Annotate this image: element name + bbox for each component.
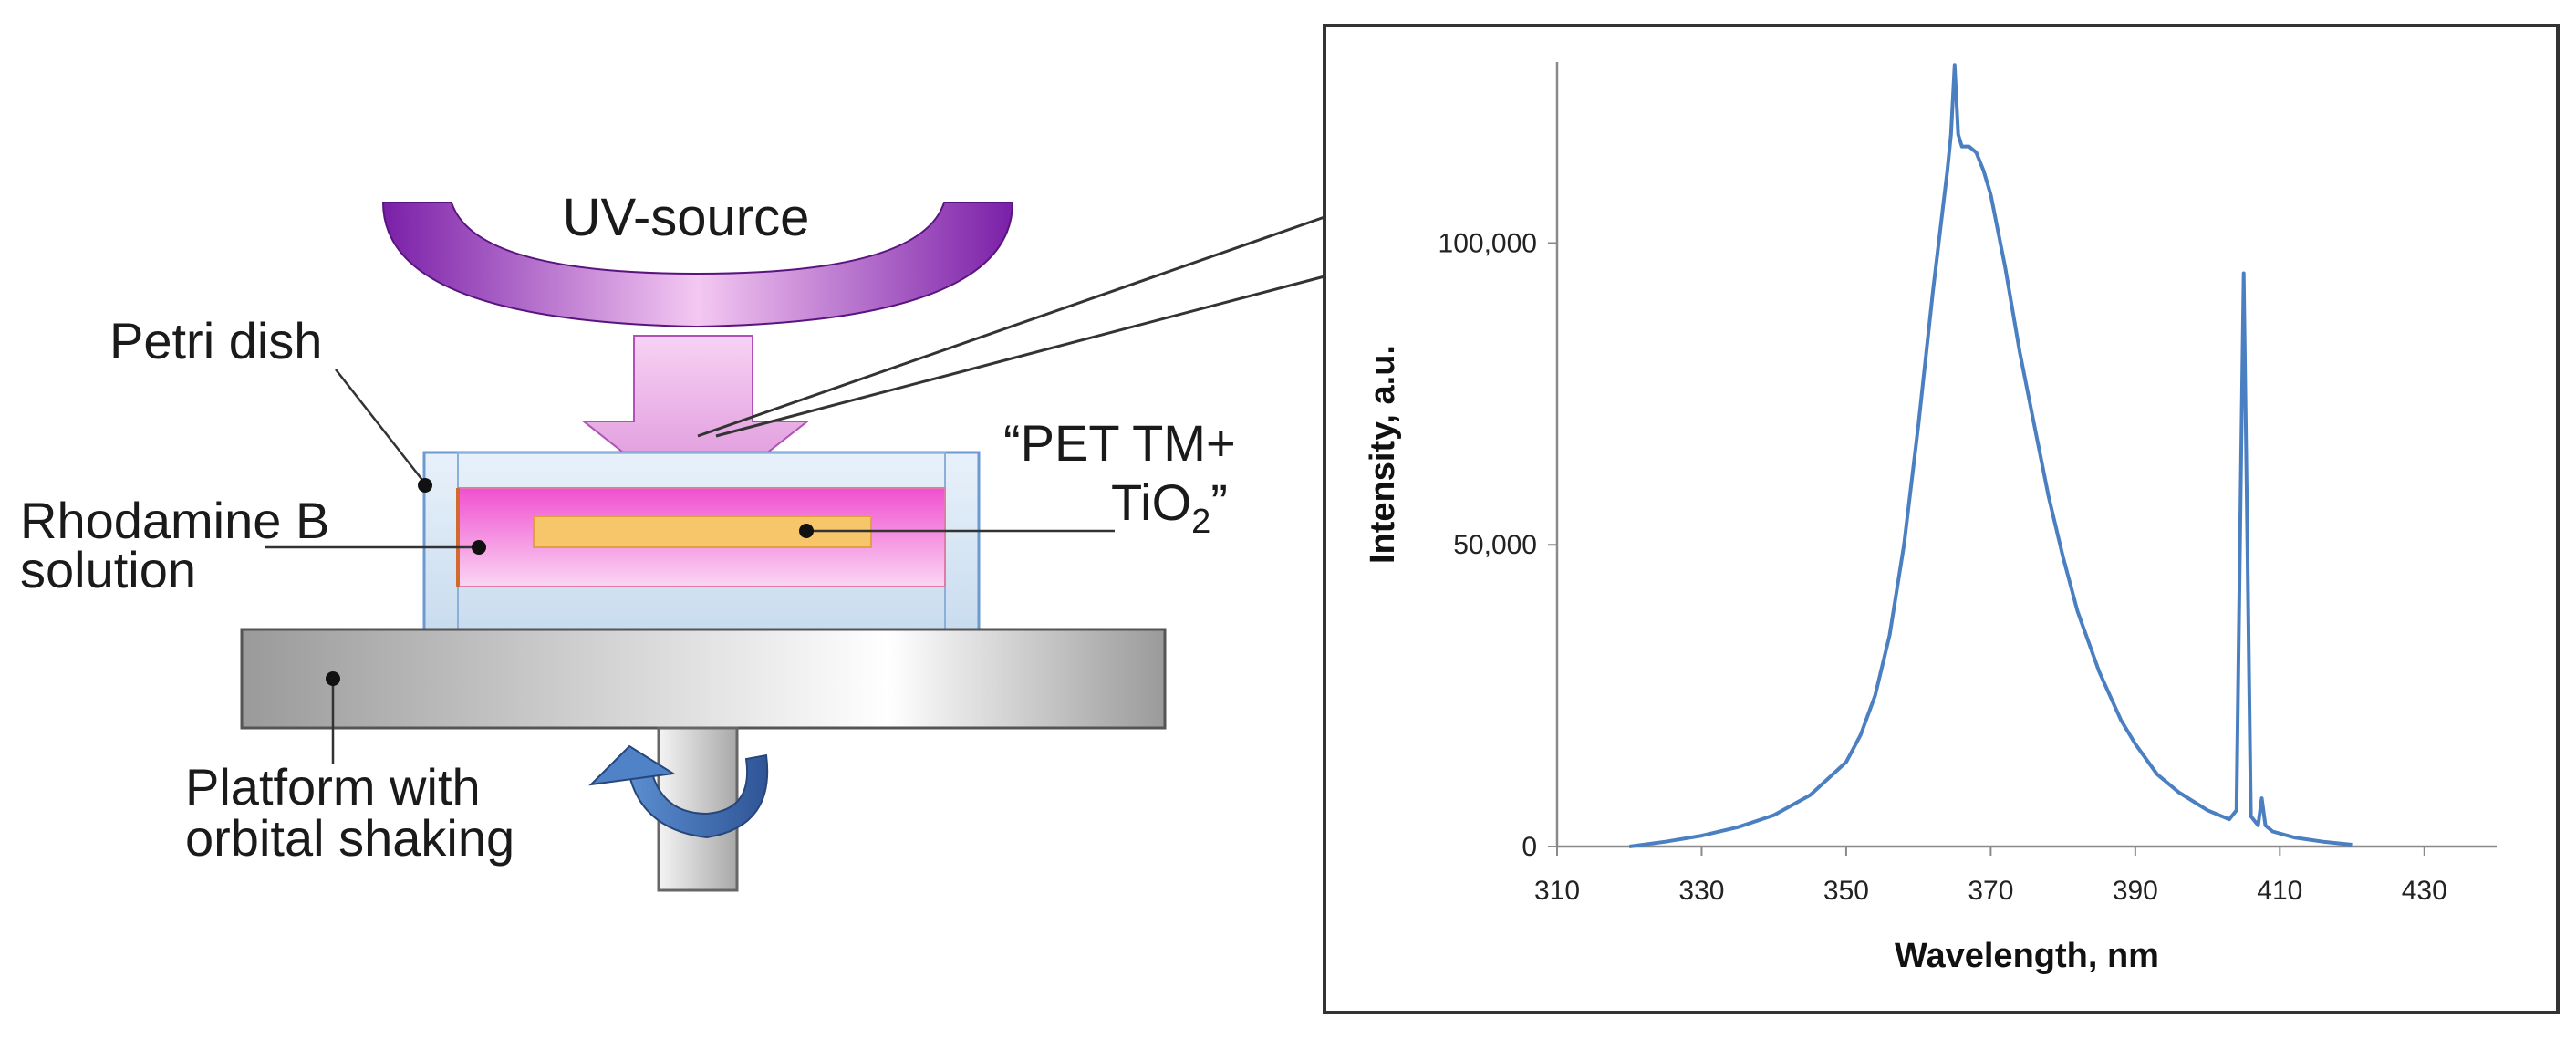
y-tick-label: 0 [1522,832,1537,862]
x-tick-label: 310 [1534,876,1580,906]
x-tick-label: 350 [1823,876,1869,906]
petri-dish-leader [335,369,426,484]
x-tick-label: 410 [2257,876,2302,906]
y-tick-label: 50,000 [1453,530,1537,560]
setup-diagram: UV-source Petri dish Rhodamin [20,188,1325,892]
y-ticks: 0 50,000 100,000 [1439,228,1557,862]
petri-dish-label: Petri dish [109,312,322,369]
platform-label-line1: Platform with [185,758,481,816]
x-ticks: 310 330 350 370 390 410 430 [1534,847,2447,906]
rhodamine-label-line1: Rhodamine B [20,492,329,549]
chart-frame [1323,24,2560,1014]
x-axis-title: Wavelength, nm [1895,937,2159,975]
uv-source-label: UV-source [563,188,810,247]
x-tick-label: 330 [1678,876,1724,906]
y-tick-label: 100,000 [1439,228,1537,258]
rotation-arrowhead-icon [588,744,676,786]
uv-source-lamp [381,202,1014,328]
zoom-line-bottom [715,275,1325,438]
pet-label-line2: TiO2” [1111,473,1228,541]
platform-dot [326,671,340,686]
pet-label-line1: “PET TM+ [1003,414,1236,472]
pet-dot [799,524,814,538]
x-tick-label: 430 [2402,876,2447,906]
x-tick-label: 390 [2113,876,2158,906]
rhodamine-dot [472,540,486,555]
zoom-line-top [697,215,1325,438]
rhodamine-label-line2: solution [20,541,196,598]
shaking-platform [240,628,1167,730]
spectrum-series-line [1628,63,2353,848]
y-axis-title: Intensity, a.u. [1364,345,1402,564]
spectrum-chart: 310 330 350 370 390 410 430 0 50,000 100,000 Wav… [1323,24,2560,1014]
petri-dish-dot [418,478,432,493]
x-tick-label: 370 [1968,876,2013,906]
platform-label-line2: orbital shaking [185,809,514,867]
